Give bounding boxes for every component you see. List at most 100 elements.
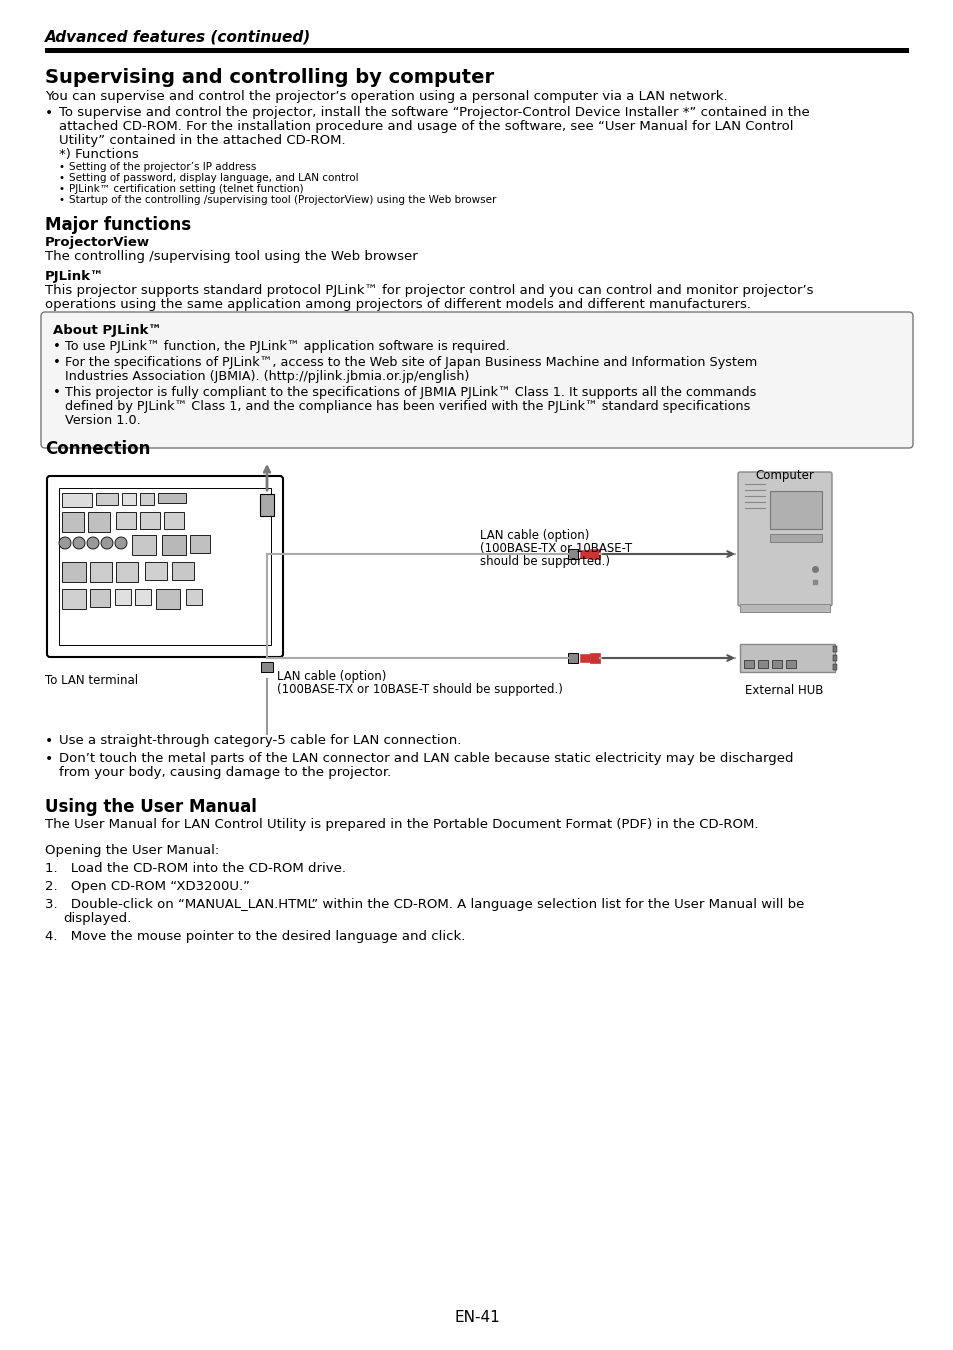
Bar [567,653,578,663]
Text: Opening the User Manual:: Opening the User Manual: [45,844,219,857]
Text: •: • [59,162,65,171]
Bar [62,589,86,609]
Text: •: • [53,386,61,400]
Text: EN-41: EN-41 [454,1310,499,1324]
Bar [140,493,153,505]
Text: displayed.: displayed. [63,913,132,925]
Bar [186,589,202,605]
Text: The User Manual for LAN Control Utility is prepared in the Portable Document For: The User Manual for LAN Control Utility … [45,818,758,832]
Text: LAN cable (option): LAN cable (option) [479,529,589,541]
Bar [758,660,767,668]
Bar [832,655,836,662]
Text: 3. Double-click on “MANUAL_LAN.HTML” within the CD-ROM. A language selection lis: 3. Double-click on “MANUAL_LAN.HTML” wit… [45,898,803,911]
Text: The controlling /supervising tool using the Web browser: The controlling /supervising tool using … [45,250,417,263]
Text: PJLink™ certification setting (telnet function): PJLink™ certification setting (telnet fu… [69,184,303,194]
Bar [740,644,834,672]
Bar [769,491,821,529]
Text: To use PJLink™ function, the PJLink™ application software is required.: To use PJLink™ function, the PJLink™ app… [65,340,509,352]
Bar [172,562,193,580]
Text: Major functions: Major functions [45,216,191,234]
Text: Use a straight-through category-5 cable for LAN connection.: Use a straight-through category-5 cable … [59,734,461,747]
Text: from your body, causing damage to the projector.: from your body, causing damage to the pr… [59,765,391,779]
Text: •: • [45,752,53,765]
Text: •: • [45,734,53,748]
Bar [589,653,599,663]
Text: Supervising and controlling by computer: Supervising and controlling by computer [45,68,494,86]
Text: External HUB: External HUB [744,684,822,697]
Bar [96,493,118,505]
Text: PJLink™: PJLink™ [45,270,104,284]
Text: •: • [45,107,53,120]
Bar [90,562,112,582]
FancyBboxPatch shape [47,477,283,657]
Bar [132,535,156,555]
Text: ProjectorView: ProjectorView [45,236,150,248]
Text: •: • [59,184,65,194]
FancyBboxPatch shape [738,472,831,606]
Bar [589,549,599,559]
Bar [62,562,86,582]
Bar [740,603,829,612]
Text: (100BASE-TX or 10BASE-T: (100BASE-TX or 10BASE-T [479,541,632,555]
Text: Utility” contained in the attached CD-ROM.: Utility” contained in the attached CD-RO… [59,134,345,147]
Text: Startup of the controlling /supervising tool (ProjectorView) using the Web brows: Startup of the controlling /supervising … [69,194,496,205]
Text: •: • [59,194,65,205]
Bar [785,660,795,668]
Text: •: • [53,356,61,369]
Bar [140,512,160,529]
Text: Advanced features (continued): Advanced features (continued) [45,30,311,45]
Text: •: • [53,340,61,352]
Text: defined by PJLink™ Class 1, and the compliance has been verified with the PJLink: defined by PJLink™ Class 1, and the comp… [65,400,750,413]
Text: To LAN terminal: To LAN terminal [45,674,138,687]
Text: About PJLink™: About PJLink™ [53,324,161,338]
Text: Using the User Manual: Using the User Manual [45,798,256,815]
Bar [162,535,186,555]
Text: operations using the same application among projectors of different models and d: operations using the same application am… [45,298,750,311]
Bar [164,512,184,529]
Bar [45,49,908,53]
Text: Computer: Computer [755,468,814,482]
Circle shape [73,537,85,549]
Text: Connection: Connection [45,440,151,458]
Bar [88,512,110,532]
Bar [579,549,589,558]
Text: This projector is fully compliant to the specifications of JBMIA PJLink™ Class 1: This projector is fully compliant to the… [65,386,756,400]
Text: To supervise and control the projector, install the software “Projector-Control : To supervise and control the projector, … [59,107,809,119]
Bar [62,493,91,508]
Circle shape [115,537,127,549]
Bar [59,487,271,645]
FancyBboxPatch shape [41,312,912,448]
Bar [62,512,84,532]
Text: •: • [59,173,65,184]
Text: Setting of the projector’s IP address: Setting of the projector’s IP address [69,162,256,171]
Text: attached CD-ROM. For the installation procedure and usage of the software, see “: attached CD-ROM. For the installation pr… [59,120,793,134]
Text: For the specifications of PJLink™, access to the Web site of Japan Business Mach: For the specifications of PJLink™, acces… [65,356,757,369]
Text: 2. Open CD-ROM “XD3200U.”: 2. Open CD-ROM “XD3200U.” [45,880,250,892]
Bar [260,494,274,516]
Text: Don’t touch the metal parts of the LAN connector and LAN cable because static el: Don’t touch the metal parts of the LAN c… [59,752,793,765]
Bar [158,493,186,504]
Bar [567,549,578,559]
Text: should be supported.): should be supported.) [479,555,609,568]
Text: (100BASE-TX or 10BASE-T should be supported.): (100BASE-TX or 10BASE-T should be suppor… [276,683,562,697]
Text: LAN cable (option): LAN cable (option) [276,670,386,683]
Bar [771,660,781,668]
Text: Industries Association (JBMIA). (http://pjlink.jbmia.or.jp/english): Industries Association (JBMIA). (http://… [65,370,469,383]
Text: Setting of password, display language, and LAN control: Setting of password, display language, a… [69,173,358,184]
Circle shape [101,537,112,549]
Bar [135,589,151,605]
Bar [190,535,210,554]
Circle shape [59,537,71,549]
Bar [261,662,273,672]
Bar [579,653,589,662]
Bar [769,535,821,541]
Text: You can supervise and control the projector’s operation using a personal compute: You can supervise and control the projec… [45,90,727,103]
Bar [116,562,138,582]
Text: Version 1.0.: Version 1.0. [65,414,141,427]
Bar [122,493,136,505]
Bar [832,647,836,652]
Circle shape [87,537,99,549]
Text: 1. Load the CD-ROM into the CD-ROM drive.: 1. Load the CD-ROM into the CD-ROM drive… [45,863,346,875]
Bar [115,589,131,605]
Bar [743,660,753,668]
